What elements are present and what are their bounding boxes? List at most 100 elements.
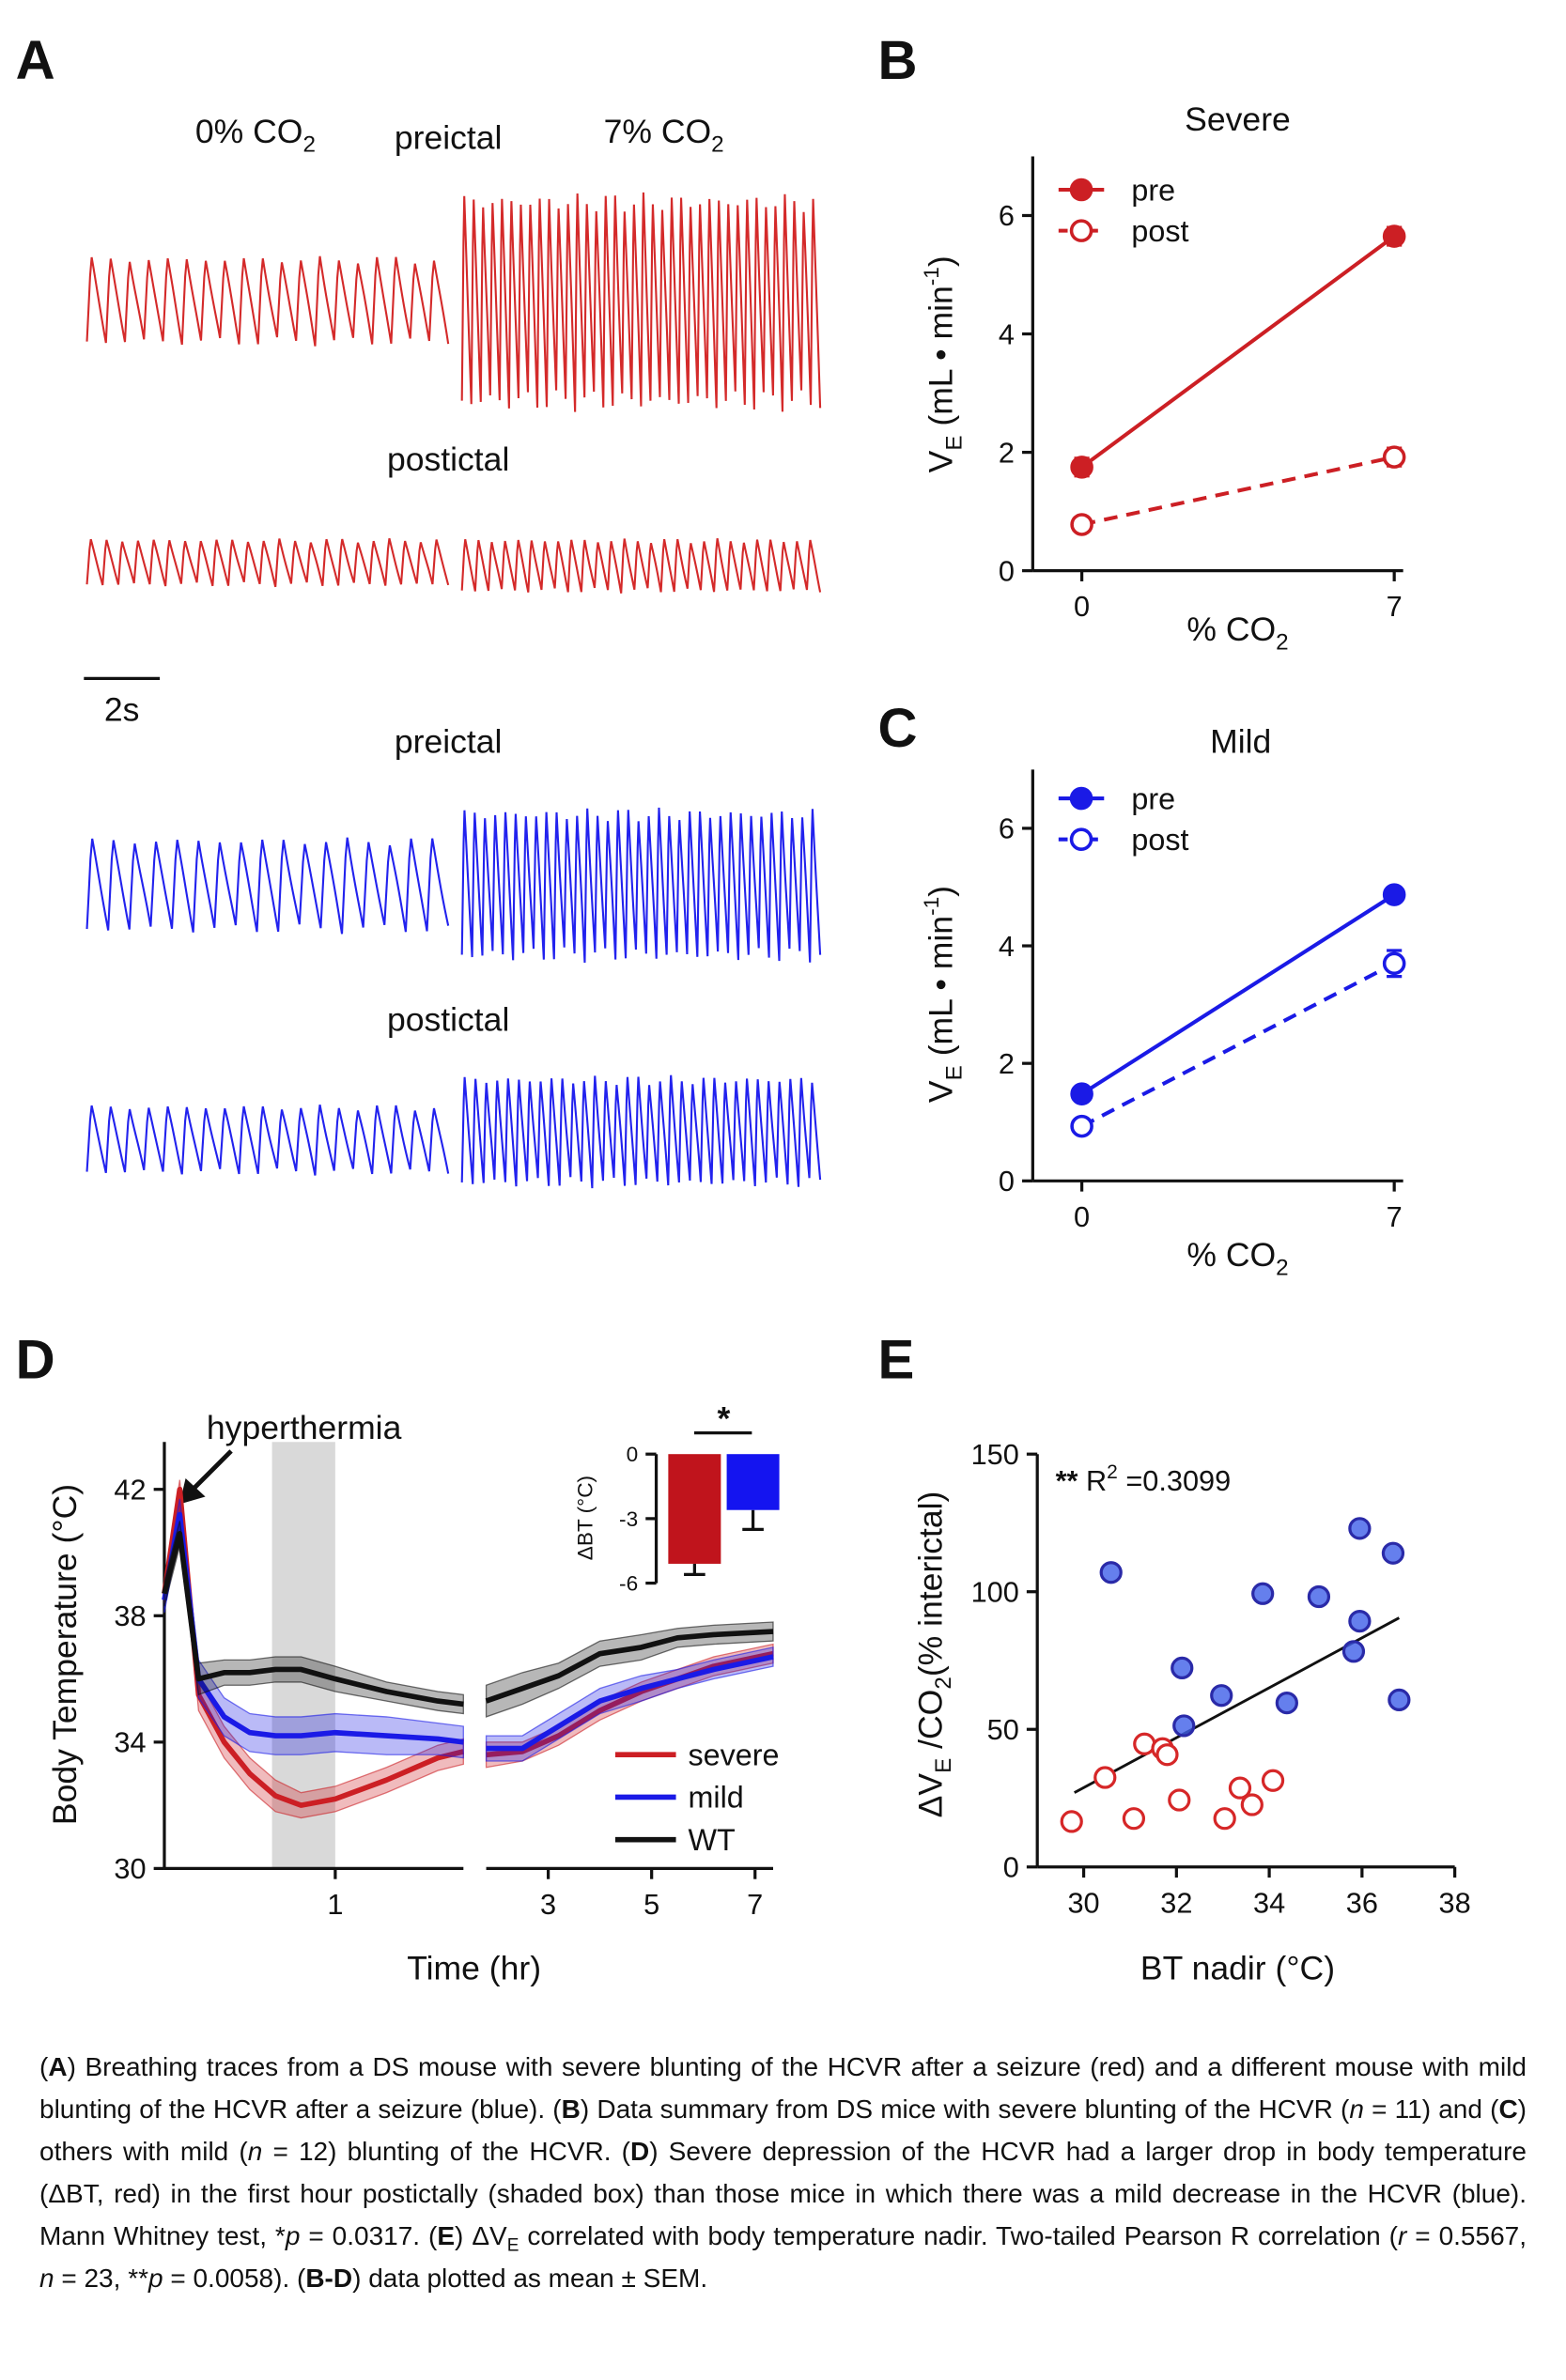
caption: (A) Breathing traces from a DS mouse wit…: [39, 2046, 1527, 2299]
label-text: % CO: [1186, 1236, 1276, 1274]
point: [1171, 1656, 1194, 1680]
caption-text: C: [1498, 2094, 1518, 2124]
point: [1213, 1807, 1236, 1831]
label-subscript: E: [941, 1065, 967, 1080]
caption-text: ) data plotted as mean ± SEM.: [352, 2264, 708, 2293]
legend-label: mild: [688, 1781, 743, 1815]
point: [1133, 1732, 1156, 1755]
caption-text: r: [1398, 2221, 1407, 2250]
scale-bar-label: 2s: [104, 691, 140, 729]
label-subscript: 2: [711, 132, 723, 158]
y-tick-label: 38: [114, 1600, 146, 1632]
caption-text: ) Data summary from DS mice with severe …: [580, 2094, 1350, 2124]
y-tick-label: 6: [999, 199, 1015, 232]
annotation: ** R2 =0.3099: [1056, 1461, 1232, 1497]
legend-label: post: [1131, 823, 1188, 857]
annotation-text: R: [1078, 1464, 1107, 1497]
legend-label: severe: [688, 1738, 779, 1771]
panel-label: C: [878, 698, 918, 759]
label-text: /CO: [911, 1690, 949, 1758]
caption-text: n: [39, 2264, 54, 2293]
panel-label: B: [878, 30, 918, 91]
y-tick-label: 150: [971, 1438, 1019, 1471]
x-tick-label: 7: [1387, 590, 1403, 623]
caption-text: B-D: [305, 2264, 353, 2293]
point: [1122, 1807, 1146, 1831]
y-tick-label: 100: [971, 1575, 1019, 1608]
x-tick-label: 30: [1068, 1886, 1100, 1919]
breathing-trace: [460, 538, 822, 594]
panel-label: D: [16, 1329, 55, 1390]
caption-text: ) others with mild (: [39, 2094, 1527, 2166]
caption-text: = 0.0317. (: [300, 2221, 438, 2250]
label-superscript: -1: [920, 267, 943, 286]
chart-title: Severe: [1185, 100, 1291, 138]
annotation-arrowhead: [179, 1478, 206, 1505]
label-subscript: 2: [302, 132, 315, 158]
point: [1388, 1688, 1411, 1712]
label-text: V: [923, 450, 960, 472]
label-text: 0% CO: [195, 113, 303, 150]
error-band: [163, 1521, 774, 1718]
x-tick-label: 7: [747, 1888, 763, 1921]
x-tick-label: 7: [1387, 1200, 1403, 1233]
point: [1381, 1541, 1405, 1565]
caption-text: A: [48, 2052, 68, 2081]
series-line: [162, 1530, 774, 1708]
chart-title: Mild: [1210, 723, 1271, 761]
caption-text: E: [437, 2221, 456, 2250]
x-tick-label: 32: [1160, 1886, 1192, 1919]
point: [1251, 1582, 1275, 1605]
marker: [1070, 1114, 1093, 1138]
annotation-text: **: [1056, 1464, 1078, 1497]
label-text: % CO: [1186, 610, 1276, 648]
label-subscript: 2: [1276, 1256, 1288, 1281]
x-tick-label: 34: [1253, 1886, 1285, 1919]
label-superscript: -1: [920, 897, 943, 916]
x-tick-label: 3: [540, 1888, 556, 1921]
point: [1093, 1766, 1117, 1789]
point: [1307, 1584, 1331, 1609]
y-tick-label: 2: [999, 1047, 1015, 1080]
point: [1099, 1561, 1123, 1584]
x-tick-label: 0: [1074, 1200, 1090, 1233]
caption-text: n: [1349, 2094, 1364, 2124]
legend-marker: [1069, 786, 1093, 811]
breathing-trace: [85, 837, 450, 935]
x-tick-label: 36: [1346, 1886, 1378, 1919]
caption-text: = 23, **: [54, 2264, 148, 2293]
x-axis-label: % CO2: [1186, 610, 1288, 656]
legend-marker: [1069, 219, 1093, 242]
breathing-trace: [460, 1074, 822, 1189]
y-axis-label: Body Temperature (°C): [46, 1484, 84, 1825]
label-text: (mL • min: [923, 286, 960, 435]
label-text: V: [923, 1080, 960, 1103]
legend-label: pre: [1131, 781, 1175, 815]
y-tick-label: 2: [999, 436, 1015, 469]
y-tick-label: 34: [114, 1726, 146, 1759]
label-subscript: E: [941, 436, 967, 451]
caption-text: p: [285, 2221, 301, 2250]
annotation: hyperthermia: [207, 1409, 402, 1446]
marker: [1070, 1082, 1093, 1105]
condition-label: 0% CO2: [195, 113, 316, 158]
y-tick-label: 6: [999, 812, 1015, 845]
y-tick-label: -3: [619, 1507, 638, 1531]
caption-text: p: [147, 2264, 163, 2293]
y-tick-label: 50: [987, 1713, 1019, 1746]
caption-text: (: [39, 2052, 49, 2081]
caption-text: = 0.5567,: [1406, 2221, 1527, 2250]
y-tick-label: 0: [627, 1443, 639, 1466]
series-line: [1081, 455, 1395, 527]
panel-label: A: [16, 30, 55, 91]
label-text: ΔV: [911, 1773, 949, 1818]
legend-label: pre: [1131, 173, 1175, 207]
caption-text: correlated with body temperature nadir. …: [519, 2221, 1398, 2250]
breathing-trace: [85, 538, 450, 588]
condition-label: preictal: [395, 723, 503, 761]
y-tick-label: 0: [1003, 1851, 1019, 1884]
y-tick-label: 0: [999, 1165, 1015, 1198]
breathing-trace: [460, 807, 822, 964]
breathing-trace: [85, 1105, 450, 1176]
marker: [1070, 456, 1093, 479]
